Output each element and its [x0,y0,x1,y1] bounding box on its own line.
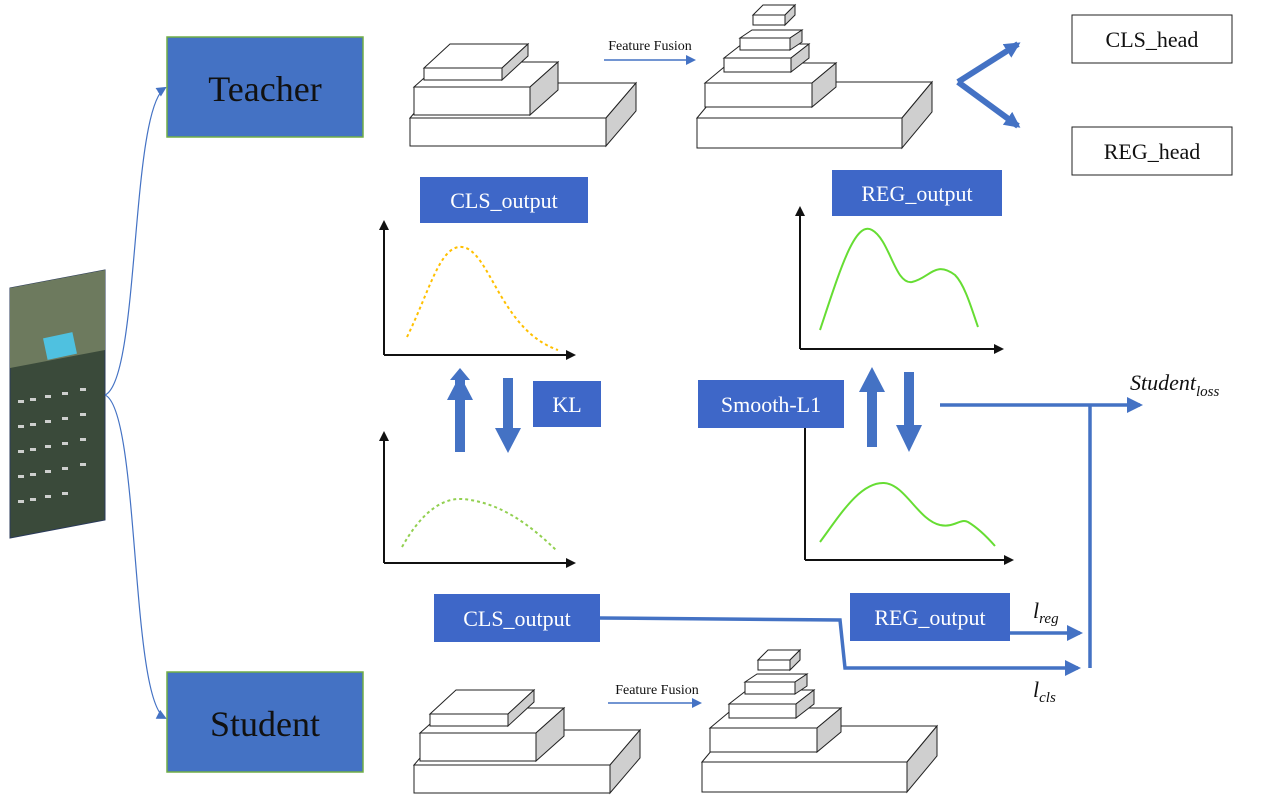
teacher-cls-output-box: CLS_output [420,177,588,223]
student-reg-output-box: REG_output [850,593,1010,641]
kl-arrows [447,368,521,453]
teacher-reg-distribution-plot [795,206,1004,354]
teacher-reg-output-label: REG_output [861,181,972,206]
svg-text:lcls: lcls [1033,677,1056,706]
l-reg-subscript: reg [1039,611,1059,627]
student-backbone-stack [412,688,642,795]
kl-label: KL [552,392,581,417]
image-to-student-arrow [104,394,167,719]
head-fork-arrows [956,41,1021,129]
teacher-cls-distribution-plot [379,220,576,360]
svg-text:Studentloss: Studentloss [1130,370,1220,400]
l-cls-subscript: cls [1039,690,1056,706]
l-cls-label: l [1033,677,1039,702]
student-box: Student [166,671,364,773]
student-feature-fusion-label: Feature Fusion [615,683,699,698]
svg-text:lreg: lreg [1033,598,1059,627]
kl-box: KL [533,381,601,427]
teacher-feature-fusion-label: Feature Fusion [608,39,692,54]
student-reg-distribution-plot [804,428,1014,565]
teacher-cls-output-label: CLS_output [450,188,558,213]
student-loss-label: Student [1130,370,1197,395]
student-cls-output-box: CLS_output [434,594,600,642]
input-aerial-image [9,269,106,539]
teacher-reg-output-box: REG_output [832,170,1002,216]
teacher-box: Teacher [166,36,364,138]
reg-head-label: REG_head [1104,139,1201,164]
teacher-label: Teacher [208,69,321,109]
reg-head-box: REG_head [1071,126,1233,176]
smooth-l1-arrows [859,367,922,452]
smooth-l1-box: Smooth-L1 [698,380,844,428]
cls-head-label: CLS_head [1106,27,1199,52]
student-cls-output-label: CLS_output [463,606,571,631]
student-label: Student [210,704,320,744]
image-to-teacher-arrow [104,86,167,396]
student-loss-subscript: loss [1196,384,1220,400]
student-fpn-pyramid [700,648,939,794]
student-cls-distribution-plot [379,431,576,568]
l-reg-label: l [1033,598,1039,623]
teacher-backbone-stack [408,42,638,148]
student-cls-to-loss-path [599,616,1081,676]
teacher-fpn-pyramid [695,3,934,150]
smooth-l1-label: Smooth-L1 [721,392,821,417]
student-reg-output-label: REG_output [874,605,985,630]
cls-head-box: CLS_head [1071,14,1233,64]
